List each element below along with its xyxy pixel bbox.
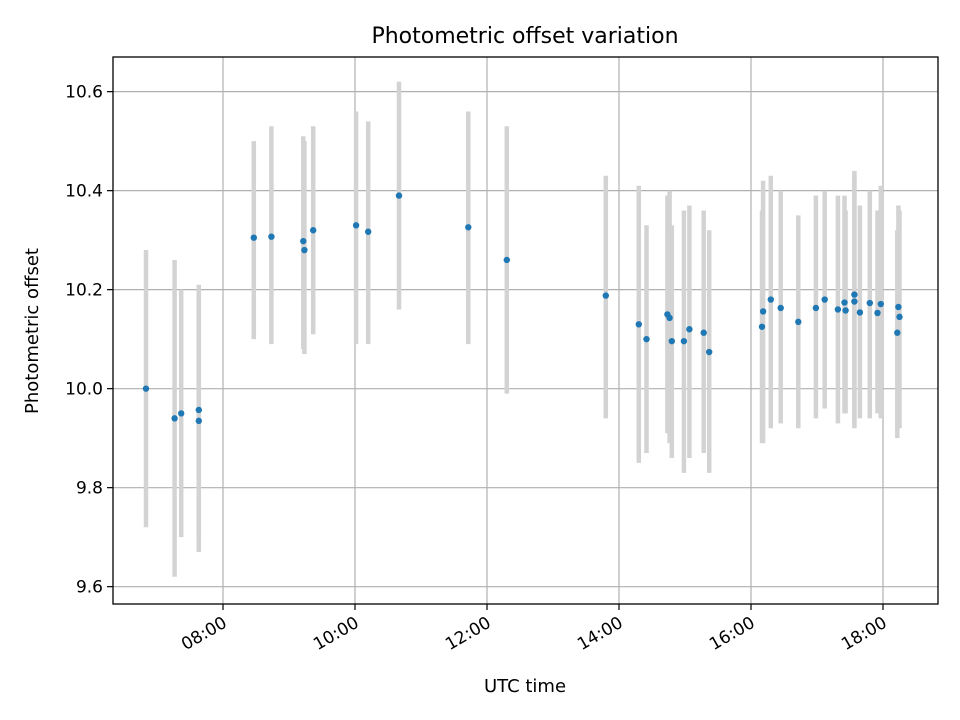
data-point	[759, 308, 767, 315]
point-layer	[142, 192, 903, 425]
y-tick-label: 10.2	[65, 281, 103, 301]
data-point	[686, 326, 693, 333]
y-tick-label: 10.0	[65, 380, 103, 400]
chart-title: Photometric offset variation	[371, 24, 678, 49]
plot-frame	[112, 56, 939, 605]
data-point	[821, 296, 828, 303]
x-tick-label: 12:00	[442, 613, 494, 655]
data-point	[700, 329, 707, 336]
y-axis-ticks: 9.6 9.8 10.0 10.2 10.4 10.6	[65, 83, 113, 598]
data-point	[895, 303, 902, 311]
data-point	[896, 313, 903, 321]
x-tick-label: 08:00	[178, 613, 230, 655]
data-point	[268, 233, 275, 240]
data-point	[250, 234, 257, 241]
data-point	[842, 307, 849, 314]
data-point	[877, 300, 884, 308]
data-point	[195, 406, 202, 414]
data-point	[142, 385, 150, 392]
y-tick-label: 9.6	[76, 578, 103, 598]
data-point	[795, 318, 802, 326]
data-point	[851, 298, 858, 305]
data-point	[874, 309, 881, 317]
x-axis-ticks: 08:00 10:00 12:00 14:00 16:00 18:00	[178, 604, 891, 655]
data-point	[834, 306, 842, 313]
data-point	[395, 192, 403, 199]
data-point	[758, 323, 766, 330]
data-point	[841, 299, 848, 306]
data-point	[856, 309, 864, 316]
data-point	[767, 296, 774, 303]
data-point	[352, 222, 360, 229]
data-point	[851, 291, 858, 298]
data-point	[301, 246, 308, 254]
data-point	[178, 410, 185, 417]
x-tick-label: 14:00	[574, 613, 626, 655]
data-point	[602, 292, 609, 299]
data-point	[300, 237, 307, 245]
data-point	[668, 337, 675, 345]
data-point	[503, 256, 510, 264]
data-point	[643, 335, 650, 343]
x-tick-label: 18:00	[838, 613, 890, 655]
data-point	[465, 224, 472, 231]
x-tick-label: 16:00	[706, 613, 758, 655]
data-point	[894, 329, 901, 336]
y-axis-label: Photometric offset	[22, 248, 43, 414]
data-point	[171, 415, 178, 422]
data-point	[365, 228, 372, 235]
errorbar-layer	[143, 81, 902, 577]
data-point	[635, 321, 642, 328]
data-point	[706, 348, 713, 356]
y-tick-label: 9.8	[76, 479, 103, 499]
data-point	[195, 417, 202, 425]
data-point	[680, 337, 688, 345]
data-point	[777, 304, 784, 312]
y-tick-label: 10.4	[65, 182, 103, 202]
x-tick-label: 10:00	[310, 613, 362, 655]
data-point	[310, 227, 317, 234]
data-point	[812, 304, 820, 312]
y-tick-label: 10.6	[65, 83, 103, 103]
x-axis-label: UTC time	[484, 676, 566, 697]
data-point	[866, 299, 873, 307]
data-point	[666, 314, 673, 322]
